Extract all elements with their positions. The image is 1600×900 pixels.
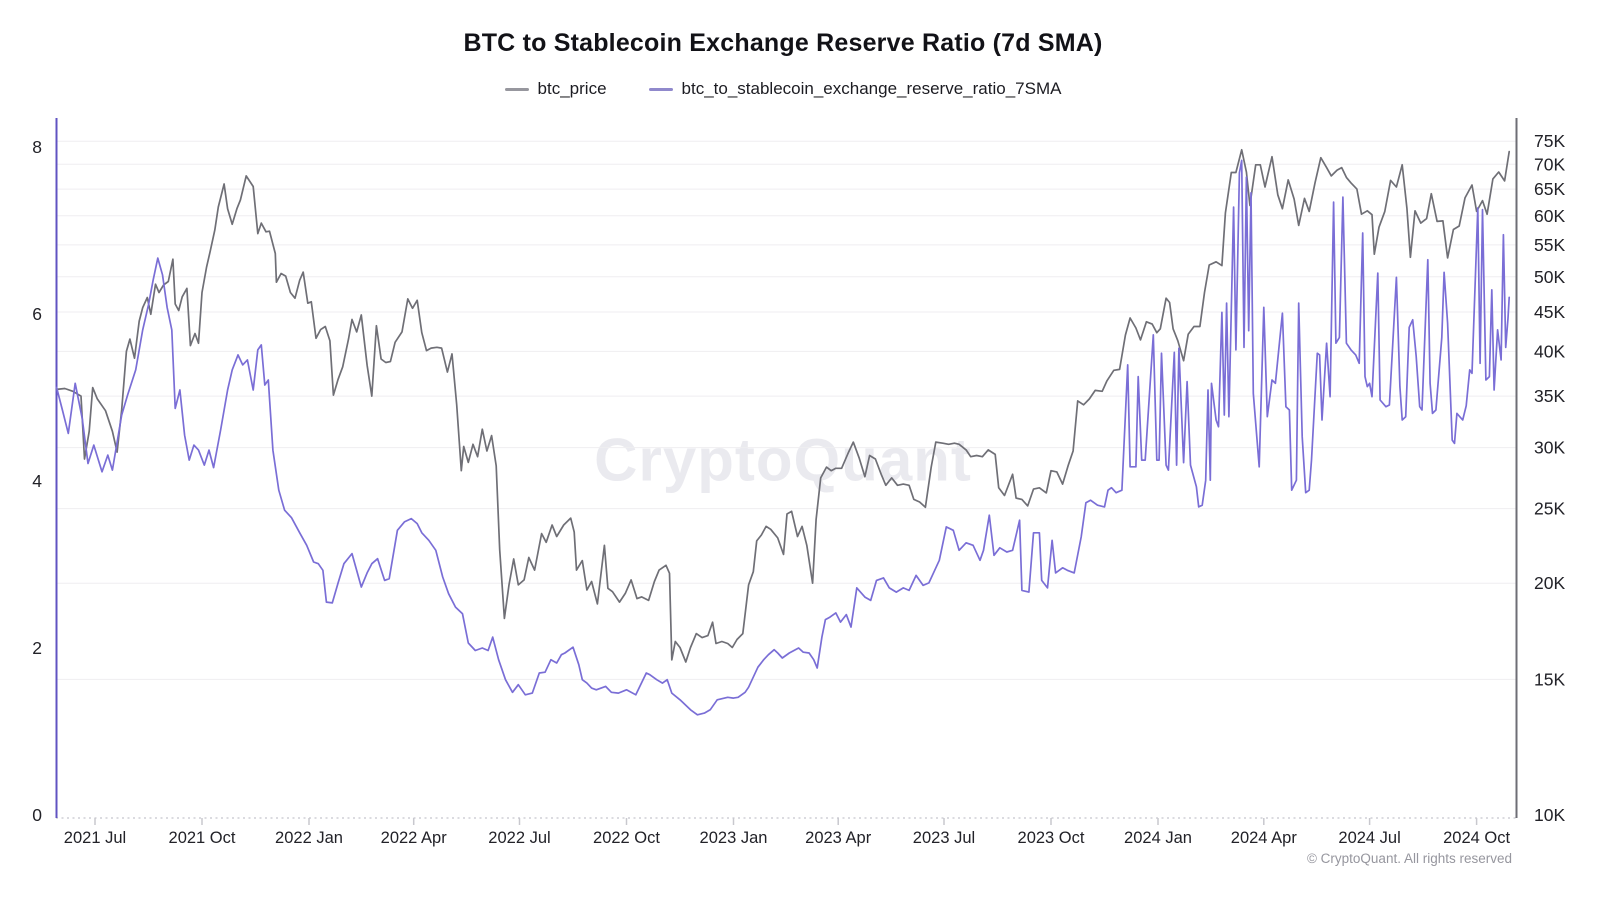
left-tick-label: 6 [32, 304, 42, 324]
legend-item-ratio[interactable]: btc_to_stablecoin_exchange_reserve_ratio… [648, 79, 1062, 99]
ratio-swatch-icon [648, 87, 673, 91]
right-tick-label: 20K [1534, 573, 1565, 593]
legend-item-btc-price[interactable]: btc_price [504, 79, 607, 99]
x-tick-label: 2021 Jul [64, 829, 126, 847]
btc-price-swatch-icon [504, 87, 529, 91]
left-tick-label: 0 [32, 805, 42, 825]
right-tick-label: 35K [1534, 386, 1565, 406]
right-tick-label: 40K [1534, 341, 1565, 361]
right-tick-label: 50K [1534, 267, 1565, 287]
chart-title: BTC to Stablecoin Exchange Reserve Ratio… [463, 29, 1103, 57]
chart-legend: btc_price btc_to_stablecoin_exchange_res… [0, 79, 1566, 99]
x-tick-label: 2024 Jan [1124, 829, 1192, 847]
left-tick-label: 2 [32, 638, 42, 658]
btc-price-line[interactable] [55, 148, 1511, 663]
x-tick-label: 2024 Apr [1231, 829, 1298, 847]
right-tick-label: 75K [1534, 131, 1565, 151]
right-tick-label: 30K [1534, 438, 1565, 458]
right-tick-label: 25K [1534, 499, 1565, 519]
x-tick-label: 2022 Oct [593, 829, 660, 847]
right-tick-label: 65K [1534, 179, 1565, 199]
legend-label-ratio: btc_to_stablecoin_exchange_reserve_ratio… [681, 79, 1062, 98]
x-tick-label: 2022 Jul [488, 829, 550, 847]
x-tick-label: 2023 Jan [700, 829, 768, 847]
x-tick-label: 2023 Apr [805, 829, 872, 847]
legend-label-btc-price: btc_price [537, 79, 607, 98]
right-tick-label: 55K [1534, 235, 1565, 255]
x-tick-label: 2022 Jan [275, 829, 343, 847]
right-tick-label: 10K [1534, 805, 1565, 825]
x-tick-label: 2022 Apr [381, 829, 448, 847]
copyright-notice: © CryptoQuant. All rights reserved [1306, 851, 1512, 866]
left-tick-label: 4 [32, 471, 42, 491]
right-axis-labels: 10K 15K 20K 25K 30K 35K 40K 45K 50K 55K 60K 65K 70K 7… [1534, 131, 1565, 825]
x-tick-label: 2023 Jul [913, 829, 975, 847]
x-tick-label: 2024 Oct [1443, 829, 1510, 847]
left-axis-labels: 0 2 4 6 8 [32, 137, 42, 825]
x-tick-label: 2024 Jul [1338, 829, 1400, 847]
right-tick-label: 60K [1534, 206, 1565, 226]
x-tick-label: 2021 Oct [169, 829, 236, 847]
right-tick-label: 15K [1534, 669, 1565, 689]
x-tick-label: 2023 Oct [1018, 829, 1085, 847]
right-tick-label: 70K [1534, 154, 1565, 174]
x-axis-labels: 2021 Jul 2021 Oct 2022 Jan 2022 Apr 2022 Jul… [64, 818, 1510, 847]
right-tick-label: 45K [1534, 302, 1565, 322]
reserve-ratio-line[interactable] [55, 159, 1511, 716]
left-tick-label: 8 [32, 137, 42, 157]
